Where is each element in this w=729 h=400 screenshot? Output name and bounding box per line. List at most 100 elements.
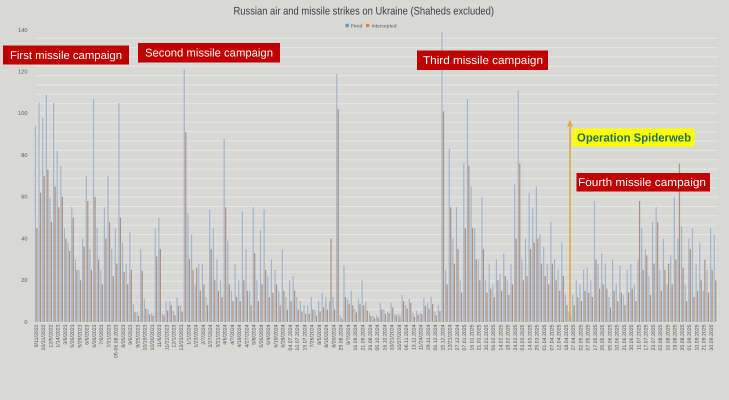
svg-text:6/19/2024: 6/19/2024	[273, 324, 279, 347]
svg-text:10/30/2023: 10/30/2023	[150, 324, 156, 350]
svg-text:4/6/2024: 4/6/2024	[223, 324, 229, 344]
svg-text:1/23/2024: 1/23/2024	[194, 324, 200, 347]
svg-text:10.07.2024: 10.07.2024	[295, 324, 301, 350]
svg-text:27.04.2025: 27.04.2025	[571, 324, 577, 350]
svg-text:10/27/2024: 10/27/2024	[397, 324, 403, 350]
svg-text:12/1/2023: 12/1/2023	[172, 324, 178, 347]
svg-text:10/19/2023: 10/19/2023	[143, 324, 149, 350]
svg-text:02.05.2025: 02.05.2025	[578, 324, 584, 350]
svg-text:06.02.2025: 06.02.2025	[491, 324, 497, 350]
svg-text:25.03.2025: 25.03.2025	[535, 324, 541, 350]
svg-text:18.04.2025: 18.04.2025	[564, 324, 570, 350]
svg-text:07.01.2025: 07.01.2025	[462, 324, 468, 350]
svg-text:13.11.2024: 13.11.2024	[411, 324, 417, 350]
svg-text:19.08.2025: 19.08.2025	[673, 324, 679, 350]
svg-text:4/19/2024: 4/19/2024	[237, 324, 243, 347]
svg-text:6/6/2023: 6/6/2023	[85, 324, 91, 344]
svg-text:6/4/2024: 6/4/2024	[266, 324, 272, 344]
svg-text:12/5/2022: 12/5/2022	[48, 324, 54, 347]
svg-text:07.05.2025: 07.05.2025	[586, 324, 592, 350]
svg-text:10/21/2024: 10/21/2024	[390, 324, 396, 350]
svg-text:11/6/2023: 11/6/2023	[157, 324, 163, 347]
svg-text:02.08.2025: 02.08.2025	[658, 324, 664, 350]
svg-text:10.08.2025: 10.08.2025	[665, 324, 671, 350]
svg-text:12/23/2023: 12/23/2023	[179, 324, 185, 350]
svg-text:2/7/2024: 2/7/2024	[201, 324, 207, 344]
svg-text:15.12.2024: 15.12.2024	[440, 324, 446, 350]
svg-text:16.09.2024: 16.09.2024	[353, 324, 359, 350]
svg-text:9/7/2024: 9/7/2024	[346, 324, 352, 344]
svg-text:7/6/2023: 7/6/2023	[99, 324, 105, 344]
svg-text:4/27/2024: 4/27/2024	[244, 324, 250, 347]
svg-text:3/9/2023: 3/9/2023	[63, 324, 69, 344]
svg-text:100: 100	[18, 111, 27, 117]
svg-text:10.06.2025: 10.06.2025	[615, 324, 621, 350]
svg-text:11.07.2025: 11.07.2025	[636, 324, 642, 350]
svg-text:24.02.2025: 24.02.2025	[513, 324, 519, 350]
svg-text:21.01.2025: 21.01.2025	[477, 324, 483, 350]
svg-text:06.11.2024: 06.11.2024	[404, 324, 410, 350]
svg-text:8/15/2024: 8/15/2024	[324, 324, 330, 347]
svg-text:First missile campaign: First missile campaign	[10, 50, 122, 62]
svg-text:120: 120	[18, 70, 27, 76]
svg-text:6/26/2023: 6/26/2023	[92, 324, 98, 347]
svg-text:07.04.2025: 07.04.2025	[549, 324, 555, 350]
svg-text:05-06.08.2023: 05-06.08.2023	[114, 324, 120, 358]
svg-text:25.05.2025: 25.05.2025	[600, 324, 606, 350]
svg-text:Third missile campaign: Third missile campaign	[423, 55, 543, 67]
svg-text:14.03.2025: 14.03.2025	[528, 324, 534, 350]
svg-text:30.09.2025: 30.09.2025	[709, 324, 715, 350]
svg-text:26.09.2024: 26.09.2024	[368, 324, 374, 350]
svg-text:4/7/2024: 4/7/2024	[230, 324, 236, 344]
svg-text:5/8/2024: 5/8/2024	[252, 324, 258, 344]
svg-text:05.06.2025: 05.06.2025	[607, 324, 613, 350]
svg-text:30.06.2025: 30.06.2025	[629, 324, 635, 350]
svg-text:5/26/2024: 5/26/2024	[259, 324, 265, 347]
svg-text:21.06.2025: 21.06.2025	[622, 324, 628, 350]
svg-text:1/14/2023: 1/14/2023	[56, 324, 62, 347]
svg-text:1/1/2024: 1/1/2024	[186, 324, 192, 344]
svg-text:140: 140	[18, 28, 27, 34]
svg-text:21.09.2025: 21.09.2025	[702, 324, 708, 350]
svg-text:Intercepted: Intercepted	[372, 23, 397, 29]
svg-text:16.01.2025: 16.01.2025	[469, 324, 475, 350]
svg-text:29.11.2024: 29.11.2024	[426, 324, 432, 350]
svg-text:27.12.2024: 27.12.2024	[455, 324, 461, 350]
svg-text:0: 0	[24, 320, 27, 326]
svg-text:25.08.2025: 25.08.2025	[680, 324, 686, 350]
svg-text:30.01.2025: 30.01.2025	[484, 324, 490, 350]
svg-text:7/21/2023: 7/21/2023	[106, 324, 112, 347]
svg-text:5/26/2023: 5/26/2023	[70, 324, 76, 347]
svg-text:01.04.2025: 01.04.2025	[542, 324, 548, 350]
svg-text:23.07.2025: 23.07.2025	[651, 324, 657, 350]
svg-text:Second missile campaign: Second missile campaign	[145, 48, 273, 60]
svg-text:06.12.2024: 06.12.2024	[433, 324, 439, 350]
svg-text:60: 60	[21, 195, 27, 201]
svg-text:Fourth missile campaign: Fourth missile campaign	[578, 177, 706, 189]
svg-text:12/21/2024: 12/21/2024	[448, 324, 454, 350]
svg-text:8/20/2024: 8/20/2024	[332, 324, 338, 347]
svg-text:6/28/2024: 6/28/2024	[281, 324, 287, 347]
svg-text:19.02.2025: 19.02.2025	[506, 324, 512, 350]
svg-text:17.07.2025: 17.07.2025	[644, 324, 650, 350]
svg-text:2/27/2024: 2/27/2024	[208, 324, 214, 347]
svg-text:11/24/2024: 11/24/2024	[419, 324, 425, 350]
svg-text:20: 20	[21, 278, 27, 284]
svg-text:11/21/2023: 11/21/2023	[165, 324, 171, 350]
svg-text:Russian air and missile strike: Russian air and missile strikes on Ukrai…	[234, 6, 495, 18]
svg-text:16.10.2024: 16.10.2024	[382, 324, 388, 350]
svg-text:12.04.2025: 12.04.2025	[557, 324, 563, 350]
svg-text:40: 40	[21, 236, 27, 242]
svg-text:17.05.2025: 17.05.2025	[593, 324, 599, 350]
svg-text:8/25/2023: 8/25/2023	[121, 324, 127, 347]
svg-text:9/25/2023: 9/25/2023	[135, 324, 141, 347]
svg-text:3/21/2024: 3/21/2024	[215, 324, 221, 347]
svg-text:15.07.2024: 15.07.2024	[302, 324, 308, 350]
svg-text:5/29/2023: 5/29/2023	[77, 324, 83, 347]
svg-text:8/5/2024: 8/5/2024	[317, 324, 323, 344]
svg-text:03.03.2025: 03.03.2025	[520, 324, 526, 350]
svg-text:Operation Spiderweb: Operation Spiderweb	[577, 132, 691, 145]
svg-text:14.02.2025: 14.02.2025	[498, 324, 504, 350]
svg-text:10/31/2022: 10/31/2022	[41, 324, 47, 350]
svg-text:Fired: Fired	[351, 23, 363, 29]
